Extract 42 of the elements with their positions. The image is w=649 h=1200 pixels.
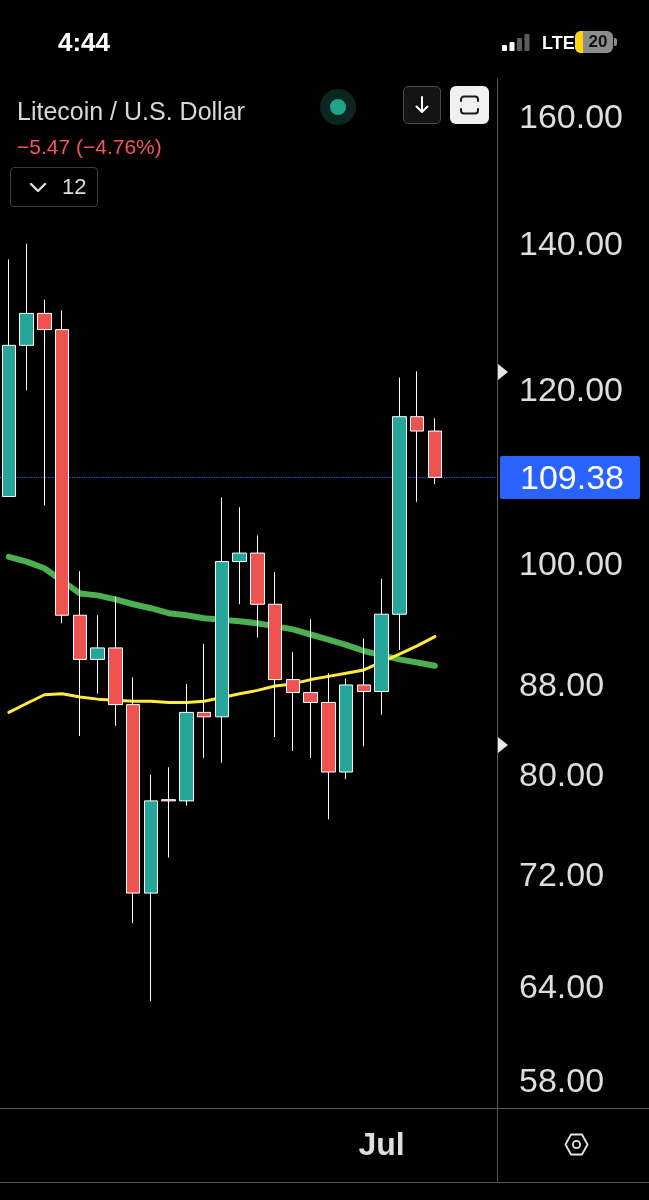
candlestick — [144, 773, 158, 1002]
text: LTE — [542, 33, 575, 53]
y-tick-label: 64.00 — [519, 967, 605, 1006]
candlestick — [126, 676, 140, 924]
candlestick — [179, 683, 194, 807]
y-tick-label: 160.00 — [519, 97, 623, 136]
candlestick — [374, 578, 389, 716]
candlestick — [232, 506, 247, 605]
x-tick-label: Jul — [358, 1126, 405, 1162]
candlestick — [108, 595, 123, 727]
candlestick — [321, 672, 336, 820]
annotation: 12 — [62, 174, 87, 199]
y-tick-label: 120.00 — [519, 370, 623, 409]
candlestick — [392, 377, 407, 651]
candlestick — [339, 678, 353, 780]
candlestick — [286, 651, 300, 752]
candlestick — [55, 309, 69, 624]
text: 20 — [587, 32, 609, 51]
candlestick — [268, 571, 282, 738]
candlestick — [410, 370, 424, 503]
text: −5.47 (−4.76%) — [17, 135, 162, 158]
candlestick — [215, 496, 229, 764]
candlestick — [73, 570, 87, 737]
candlestick — [19, 243, 34, 391]
candlestick — [37, 299, 52, 506]
text: 4:44 — [58, 27, 111, 57]
candlestick — [303, 618, 318, 759]
candlestick — [250, 534, 265, 639]
candlestick — [2, 258, 16, 497]
candlestick — [428, 417, 442, 485]
ref-line-label: 109.38 — [520, 458, 624, 497]
y-tick-label: 72.00 — [519, 855, 605, 894]
y-tick-label: 140.00 — [519, 224, 623, 263]
y-tick-label: 80.00 — [519, 755, 605, 794]
y-tick-label: 100.00 — [519, 543, 623, 582]
y-tick-label: 88.00 — [519, 664, 605, 703]
candlestick — [161, 766, 176, 858]
candlestick — [357, 638, 371, 747]
text: Litecoin / U.S. Dollar — [17, 96, 245, 125]
candlestick — [90, 614, 105, 695]
candlestick — [197, 643, 211, 759]
y-tick-label: 58.00 — [519, 1060, 605, 1099]
